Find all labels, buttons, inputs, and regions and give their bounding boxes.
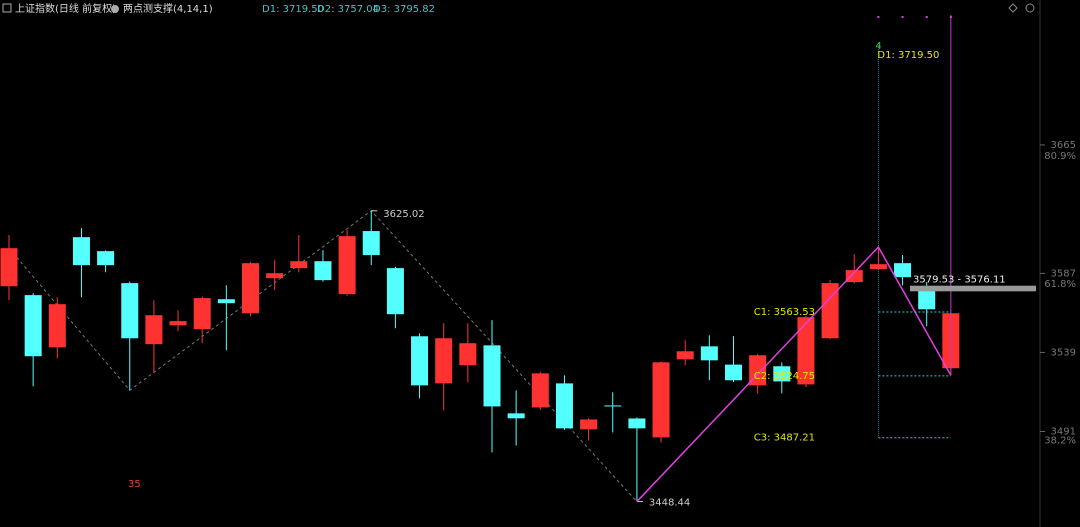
chart-title: 上证指数(日线 前复权) [15, 2, 116, 15]
candle-body [894, 263, 912, 278]
candle-body [483, 345, 501, 407]
level-label: C2: 3524.75 [754, 371, 815, 382]
candle-body [555, 383, 573, 429]
candle-body [869, 264, 887, 270]
indicator-value: D2: 3757.04 [317, 4, 379, 15]
indicator-value: D1: 3719.50 [262, 4, 324, 15]
magenta-dot [901, 16, 904, 18]
magenta-dot [949, 16, 952, 18]
y-tick-label: 3665 [1051, 140, 1076, 151]
candle-body [411, 336, 429, 386]
candle-body [459, 343, 477, 366]
candle-body [97, 251, 115, 266]
magenta-dot [877, 16, 880, 18]
target-count: 4 [875, 41, 881, 52]
candle-body [773, 366, 791, 382]
level-pct-label: 61.8% [1044, 279, 1076, 290]
candle-body [580, 419, 598, 430]
candle-body [24, 295, 42, 357]
candle-body [193, 298, 211, 330]
candle-body [48, 304, 66, 348]
candle-body [676, 351, 694, 360]
candle-body [435, 338, 453, 384]
icon [111, 5, 119, 13]
candle-body [604, 405, 622, 407]
target-label: D1: 3719.50 [877, 50, 939, 61]
candle-body [386, 268, 404, 315]
y-tick-label: 3539 [1051, 347, 1076, 358]
candle-body [700, 346, 718, 361]
candle-body [290, 261, 308, 269]
band-label: 3579.53 - 3576.11 [913, 275, 1006, 286]
y-tick-label: 3587 [1051, 268, 1076, 279]
icon[interactable] [1008, 3, 1018, 13]
level-label: C1: 3563.53 [754, 307, 815, 318]
candle-body [72, 237, 90, 266]
price-label: 3448.44 [649, 498, 690, 509]
candle-body [531, 373, 549, 408]
candle-body [797, 317, 815, 385]
note: 35 [128, 479, 141, 490]
level-pct-label: 80.9% [1044, 151, 1076, 162]
price-label: 3625.02 [383, 209, 424, 220]
candle-body [314, 261, 332, 281]
icon [2, 3, 12, 13]
candle-body [652, 362, 670, 438]
candle-body [507, 413, 525, 419]
indicator-value: D3: 3795.82 [373, 4, 435, 15]
candle-body [918, 290, 936, 310]
candle-body [217, 299, 235, 304]
candle-body [362, 231, 380, 256]
level-pct-label: 38.2% [1044, 435, 1076, 446]
candle-body [169, 321, 187, 326]
candle-body [145, 315, 163, 345]
level-label: C3: 3487.21 [754, 433, 815, 444]
candle-body [338, 236, 356, 295]
icon[interactable] [1025, 3, 1035, 13]
magenta-wave [636, 245, 952, 503]
candle-body [725, 364, 742, 381]
band [910, 285, 1036, 292]
candle-body [628, 418, 646, 429]
indicator-name: 两点测支撑(4,14,1) [123, 2, 213, 15]
candle-body [845, 270, 863, 283]
candle-body [0, 248, 18, 287]
candle-body [121, 283, 139, 339]
candle-body [242, 263, 259, 314]
candle-body [821, 283, 839, 339]
magenta-dot [925, 16, 928, 18]
candle-body [266, 273, 284, 279]
y-tick-label: 3491 [1051, 426, 1076, 437]
